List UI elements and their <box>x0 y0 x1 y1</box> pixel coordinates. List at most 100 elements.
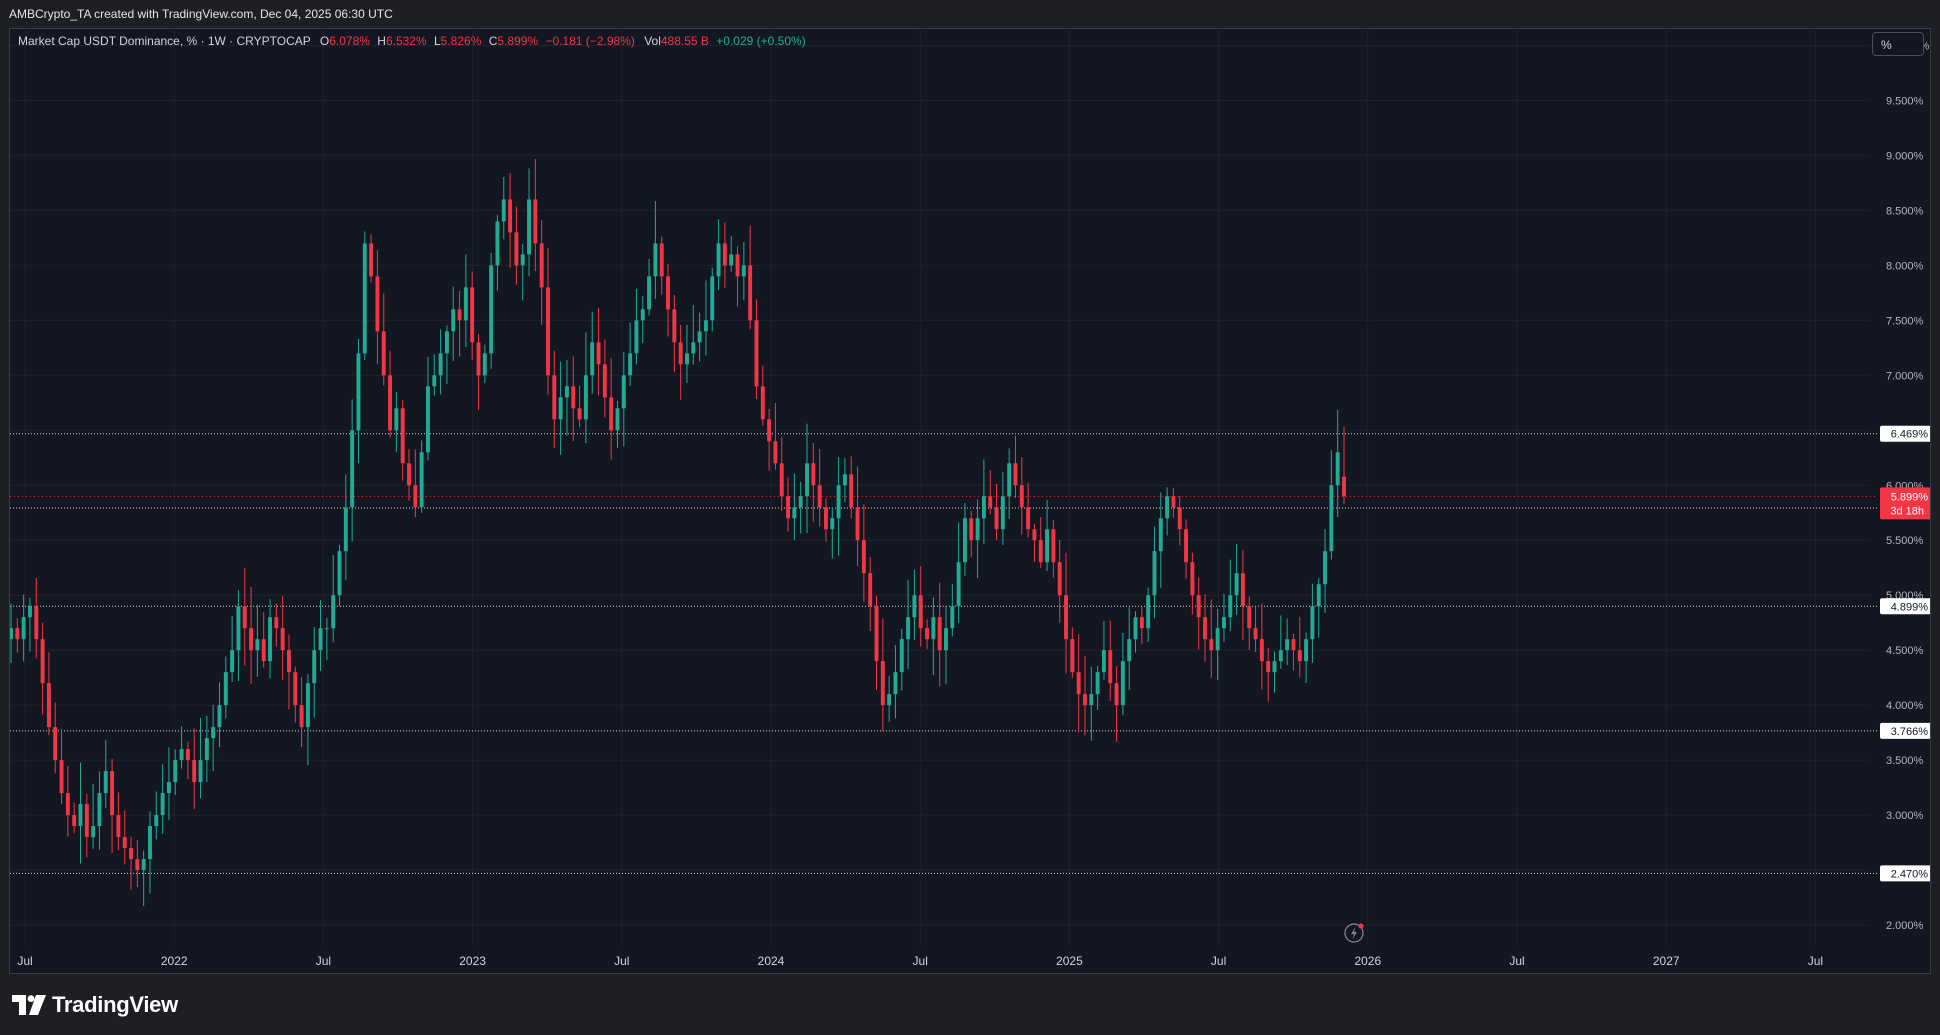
candle-body <box>40 639 45 684</box>
candle-body <box>880 661 885 706</box>
close-label: C <box>488 34 498 48</box>
candle-body <box>230 650 235 673</box>
candle-body <box>1196 595 1201 618</box>
candle-body <box>956 562 961 607</box>
candle-body <box>1158 518 1163 552</box>
candles <box>10 159 1346 907</box>
candle-body <box>1007 463 1012 497</box>
close-value: 5.899% <box>497 34 539 48</box>
candle-body <box>1045 529 1050 563</box>
candle-body <box>362 243 367 354</box>
time-axis[interactable]: Jul 2022 Jul 2023 Jul 2024 Jul 2025 Jul 2026 Jul 20… <box>17 954 1823 968</box>
footer-bar <box>0 975 1940 1035</box>
chart-panel[interactable] <box>9 28 1931 974</box>
candle-body <box>444 331 449 354</box>
level-tag-label: 3.766% <box>1891 726 1929 738</box>
candle-body <box>925 628 930 640</box>
level-tag-box <box>1880 598 1930 615</box>
candle-body <box>236 606 241 651</box>
candle-body <box>653 243 658 277</box>
candle-body <box>685 353 689 365</box>
candle-body <box>375 276 380 332</box>
candle-body <box>413 485 418 508</box>
candle-body <box>748 265 753 321</box>
candle-body <box>1278 650 1283 662</box>
candle-body <box>261 639 266 662</box>
candle-body <box>975 518 980 541</box>
level-tag-box <box>1880 425 1930 442</box>
candle-body <box>520 254 525 266</box>
candle-body <box>552 375 557 420</box>
candle-body <box>722 243 727 266</box>
candle-body <box>647 276 652 310</box>
candle-body <box>59 760 64 794</box>
candle-body <box>729 254 734 266</box>
candle-body <box>129 848 133 860</box>
flash-icon[interactable] <box>1344 923 1364 943</box>
candle-body <box>1304 639 1309 662</box>
candle-body <box>760 386 765 420</box>
candle-body <box>1114 683 1119 706</box>
x-tick-label: 2022 <box>161 954 188 968</box>
candle-body <box>110 771 115 816</box>
candle-body <box>918 595 923 629</box>
candle-body <box>255 639 260 651</box>
candle-body <box>1120 661 1125 706</box>
candle-body <box>34 606 39 640</box>
candle-body <box>97 793 102 827</box>
candle-body <box>407 463 411 486</box>
candle-body <box>1064 595 1068 640</box>
candle-body <box>185 749 190 761</box>
candle-body <box>1026 507 1031 530</box>
symbol-name[interactable]: Market Cap USDT Dominance, % · 1W · CRYP… <box>18 34 311 48</box>
candle-body <box>533 199 538 244</box>
price-chart[interactable]: 10.000%9.500%9.000%8.500%8.000%7.500%7.0… <box>10 29 1930 973</box>
candle-body <box>65 793 70 816</box>
candle-body <box>299 705 304 728</box>
candle-body <box>703 320 708 332</box>
candle-body <box>287 650 291 673</box>
candle-body <box>1297 650 1302 662</box>
candle-body <box>672 309 677 343</box>
candle-body <box>78 804 83 827</box>
price-axis[interactable]: 10.000%9.500%9.000%8.500%8.000%7.500%7.0… <box>1886 40 1930 932</box>
percent-scale-button[interactable]: % <box>1872 32 1924 56</box>
candle-body <box>887 694 892 706</box>
candle-body <box>710 276 715 321</box>
y-tick-label: 9.500% <box>1886 95 1924 107</box>
candle-body <box>950 606 955 629</box>
candle-body <box>268 617 272 662</box>
candle-body <box>1013 463 1018 486</box>
y-tick-label: 7.000% <box>1886 370 1924 382</box>
candle-body <box>116 815 121 838</box>
candle-body <box>1095 672 1100 695</box>
credit-text: AMBCrypto_TA created with TradingView.co… <box>9 7 393 21</box>
candle-body <box>419 452 424 508</box>
candle-body <box>141 859 146 871</box>
y-tick-label: 3.500% <box>1886 755 1924 767</box>
candle-body <box>489 265 494 354</box>
candle-body <box>103 771 108 794</box>
candle-body <box>1285 639 1290 651</box>
candle-body <box>15 628 20 640</box>
x-tick-label: Jul <box>614 954 629 968</box>
horizontal-levels <box>10 433 1878 874</box>
candle-body <box>767 419 772 442</box>
candle-body <box>1057 562 1062 596</box>
candle-body <box>691 342 696 354</box>
candle-body <box>211 727 216 739</box>
candle-body <box>482 353 487 376</box>
candle-body <box>501 199 506 222</box>
candle-body <box>678 342 683 365</box>
candle-body <box>1291 639 1296 651</box>
candle-body <box>1032 529 1037 541</box>
candle-body <box>160 793 165 816</box>
candle-body <box>969 518 974 541</box>
candle-body <box>84 804 89 838</box>
candle-body <box>21 617 26 640</box>
high-value: 6.532% <box>385 34 427 48</box>
x-tick-label: Jul <box>1808 954 1823 968</box>
tradingview-logo[interactable]: TradingView <box>12 992 178 1018</box>
candle-body <box>842 474 847 486</box>
candle-body <box>849 474 854 508</box>
